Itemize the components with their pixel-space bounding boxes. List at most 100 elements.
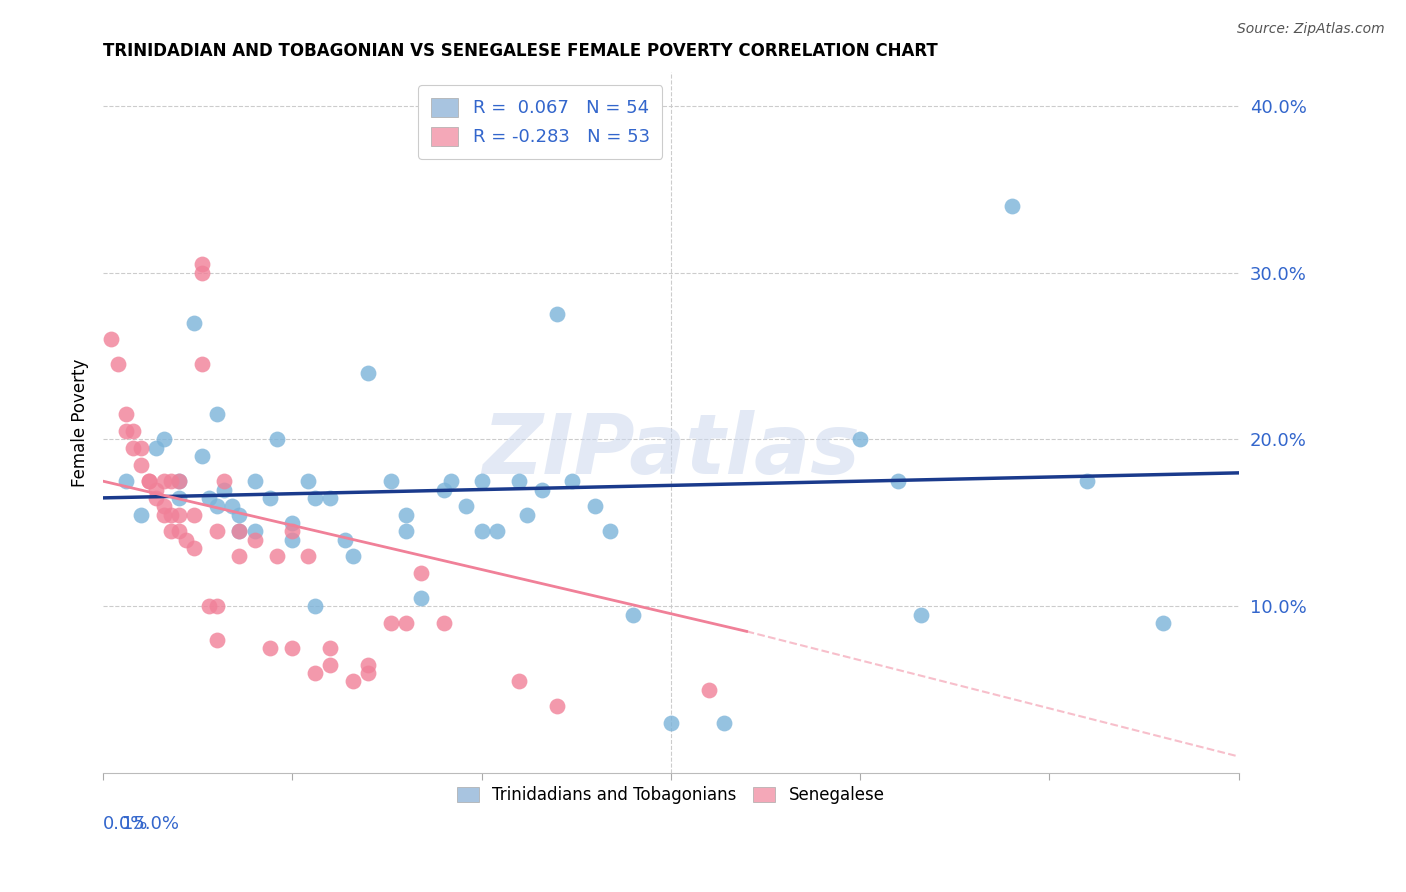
Point: [228, 549, 250, 564]
Point: [319, 657, 342, 672]
Point: [395, 615, 418, 630]
Point: [115, 424, 138, 438]
Point: [176, 533, 198, 547]
Point: [198, 599, 221, 614]
Point: [205, 500, 228, 514]
Point: [129, 458, 152, 472]
Point: [152, 508, 174, 522]
Point: [508, 474, 530, 488]
Point: [122, 424, 145, 438]
Point: [281, 533, 304, 547]
Point: [152, 433, 174, 447]
Point: [433, 483, 456, 497]
Point: [259, 491, 281, 505]
Point: [456, 500, 478, 514]
Point: [167, 474, 190, 488]
Point: [440, 474, 463, 488]
Y-axis label: Female Poverty: Female Poverty: [72, 359, 89, 487]
Point: [713, 716, 735, 731]
Point: [910, 607, 932, 622]
Point: [1000, 199, 1022, 213]
Point: [357, 666, 380, 681]
Text: 15.0%: 15.0%: [122, 815, 179, 833]
Point: [546, 307, 568, 321]
Point: [212, 474, 235, 488]
Point: [243, 474, 266, 488]
Point: [471, 524, 494, 539]
Point: [205, 599, 228, 614]
Point: [380, 615, 402, 630]
Point: [228, 524, 250, 539]
Point: [160, 474, 183, 488]
Point: [183, 541, 205, 555]
Point: [129, 441, 152, 455]
Text: Source: ZipAtlas.com: Source: ZipAtlas.com: [1237, 22, 1385, 37]
Point: [335, 533, 357, 547]
Text: 0.0%: 0.0%: [103, 815, 149, 833]
Point: [357, 657, 380, 672]
Point: [342, 549, 364, 564]
Point: [107, 358, 129, 372]
Point: [304, 666, 326, 681]
Point: [122, 441, 145, 455]
Point: [583, 500, 606, 514]
Point: [887, 474, 910, 488]
Point: [212, 483, 235, 497]
Text: ZIPatlas: ZIPatlas: [482, 410, 860, 491]
Point: [319, 491, 342, 505]
Point: [183, 316, 205, 330]
Point: [281, 524, 304, 539]
Point: [319, 641, 342, 656]
Point: [281, 641, 304, 656]
Point: [471, 474, 494, 488]
Point: [138, 474, 160, 488]
Point: [228, 508, 250, 522]
Point: [281, 516, 304, 530]
Point: [297, 474, 319, 488]
Point: [621, 607, 644, 622]
Point: [561, 474, 583, 488]
Point: [100, 332, 122, 346]
Point: [395, 524, 418, 539]
Point: [409, 566, 432, 580]
Point: [546, 699, 568, 714]
Point: [205, 524, 228, 539]
Text: TRINIDADIAN AND TOBAGONIAN VS SENEGALESE FEMALE POVERTY CORRELATION CHART: TRINIDADIAN AND TOBAGONIAN VS SENEGALESE…: [103, 42, 938, 60]
Point: [160, 524, 183, 539]
Point: [304, 599, 326, 614]
Point: [266, 549, 288, 564]
Point: [1152, 615, 1174, 630]
Point: [205, 632, 228, 647]
Point: [145, 441, 167, 455]
Point: [190, 266, 212, 280]
Point: [380, 474, 402, 488]
Point: [145, 483, 167, 497]
Point: [190, 358, 212, 372]
Point: [243, 524, 266, 539]
Point: [198, 491, 221, 505]
Point: [297, 549, 319, 564]
Point: [228, 524, 250, 539]
Point: [1076, 474, 1098, 488]
Point: [266, 433, 288, 447]
Point: [205, 408, 228, 422]
Point: [304, 491, 326, 505]
Point: [190, 449, 212, 463]
Point: [190, 257, 212, 271]
Point: [221, 500, 243, 514]
Point: [145, 491, 167, 505]
Point: [697, 682, 720, 697]
Point: [433, 615, 456, 630]
Point: [531, 483, 554, 497]
Point: [485, 524, 508, 539]
Point: [259, 641, 281, 656]
Point: [152, 500, 174, 514]
Point: [342, 674, 364, 689]
Point: [243, 533, 266, 547]
Point: [508, 674, 530, 689]
Point: [160, 508, 183, 522]
Point: [659, 716, 682, 731]
Point: [395, 508, 418, 522]
Point: [409, 591, 432, 605]
Point: [849, 433, 872, 447]
